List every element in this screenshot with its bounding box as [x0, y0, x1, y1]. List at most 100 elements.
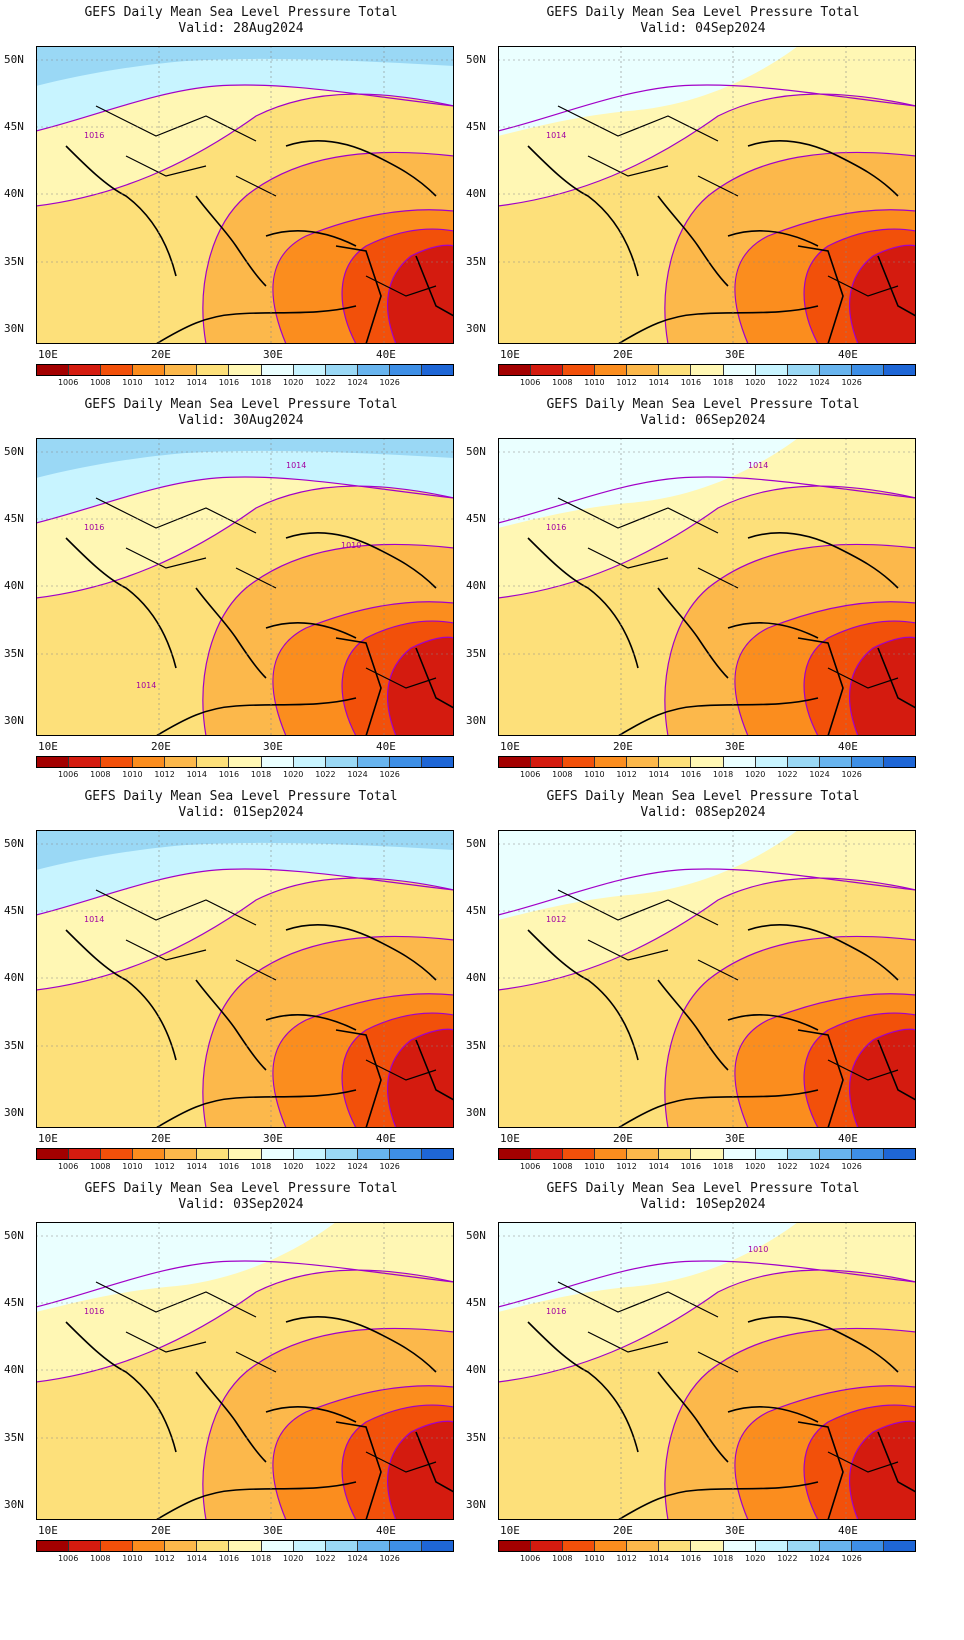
latitude-label: 40N	[466, 971, 486, 984]
colorbar-label: 1024	[809, 1162, 830, 1171]
colorbar-label: 1008	[552, 1554, 573, 1563]
longitude-label: 40E	[838, 348, 858, 361]
isobar	[386, 636, 454, 736]
longitude-label: 40E	[838, 1524, 858, 1537]
colorbar-label: 1024	[347, 1554, 368, 1563]
panel-valid-date: Valid: 03Sep2024	[178, 1197, 304, 1212]
colorbar-swatch	[691, 1541, 724, 1551]
colorbar-swatch	[261, 1541, 294, 1551]
colorbar-swatch	[229, 365, 262, 375]
longitude-label: 20E	[151, 740, 171, 753]
panel-title: GEFS Daily Mean Sea Level Pressure Total	[546, 5, 860, 20]
latitude-label: 35N	[466, 255, 486, 268]
latitude-label: 45N	[4, 904, 24, 917]
isobar	[498, 476, 916, 524]
colorbar-swatch	[357, 1541, 390, 1551]
borders	[557, 889, 899, 1081]
longitude-label: 40E	[838, 1132, 858, 1145]
longitude-label: 20E	[613, 740, 633, 753]
latitude-label: 30N	[466, 1106, 486, 1119]
colorbar	[36, 1540, 454, 1552]
colorbar-label: 1018	[250, 770, 272, 779]
colorbar-label: 1024	[809, 1554, 830, 1563]
pressure-map: 1016	[36, 46, 454, 344]
borders	[557, 105, 899, 297]
longitude-label: 30E	[263, 1132, 283, 1145]
isobar	[341, 620, 454, 736]
longitude-label: 20E	[613, 1524, 633, 1537]
colorbar-swatch	[165, 1149, 198, 1159]
map-panel: GEFS Daily Mean Sea Level Pressure Total…	[462, 392, 944, 802]
isobar-label: 1010	[341, 541, 361, 550]
longitude-label: 30E	[725, 1132, 745, 1145]
colorbar-swatch	[563, 1541, 596, 1551]
colorbar-label: 1008	[552, 1162, 573, 1171]
colorbar-label: 1026	[379, 378, 400, 387]
panel-title: GEFS Daily Mean Sea Level Pressure Total	[84, 789, 398, 804]
colorbar-swatch	[69, 1541, 102, 1551]
colorbar-label: 1020	[745, 378, 766, 387]
colorbar-swatch	[787, 757, 820, 767]
colorbar-label: 1014	[648, 1554, 669, 1563]
latitude-label: 45N	[466, 120, 486, 133]
colorbar-swatch	[325, 757, 358, 767]
colorbar-swatch	[851, 365, 884, 375]
colorbar-swatch	[133, 365, 166, 375]
colorbar-swatch	[659, 757, 692, 767]
colorbar-swatch	[69, 757, 102, 767]
colorbar-swatch	[723, 1149, 756, 1159]
colorbar-label: 1010	[122, 1554, 143, 1563]
coastline	[527, 1316, 916, 1520]
longitude-label: 30E	[263, 1524, 283, 1537]
colorbar	[498, 1540, 916, 1552]
colorbar-swatch	[531, 1541, 564, 1551]
latitude-label: 40N	[466, 1363, 486, 1376]
colorbar-swatch	[197, 1541, 230, 1551]
colorbar-swatch	[357, 757, 390, 767]
colorbar-label: 1014	[186, 378, 207, 387]
colorbar-label: 1006	[519, 1554, 541, 1563]
colorbar-swatch	[389, 1149, 422, 1159]
colorbar-label: 1016	[218, 1554, 240, 1563]
isobar	[341, 1012, 454, 1128]
isobar	[36, 93, 454, 207]
colorbar-swatch	[819, 757, 852, 767]
latitude-label: 30N	[4, 1106, 24, 1119]
colorbar-label: 1018	[712, 378, 734, 387]
isobar-label: 1016	[546, 523, 566, 532]
latitude-label: 50N	[466, 837, 486, 850]
isobar	[36, 476, 454, 524]
colorbar-swatch	[883, 757, 916, 767]
colorbar-label: 1022	[315, 378, 336, 387]
colorbar-swatch	[883, 1541, 916, 1551]
isobar	[498, 868, 916, 916]
map-panel: GEFS Daily Mean Sea Level Pressure Total…	[462, 784, 944, 1194]
isobar	[848, 1420, 916, 1520]
latitude-label: 50N	[466, 53, 486, 66]
latitude-label: 50N	[4, 1229, 24, 1242]
pressure-map: 1016 1010	[498, 1222, 916, 1520]
panel-title: GEFS Daily Mean Sea Level Pressure Total	[546, 789, 860, 804]
colorbar-swatch	[563, 365, 596, 375]
longitude-label: 40E	[376, 1524, 396, 1537]
isobar	[341, 228, 454, 344]
latitude-label: 30N	[4, 1498, 24, 1511]
colorbar-label: 1014	[186, 1554, 207, 1563]
colorbar-label: 1024	[809, 770, 830, 779]
isobar	[202, 151, 454, 344]
longitude-label: 10E	[38, 1524, 58, 1537]
colorbar-label: 1020	[283, 1162, 304, 1171]
panel-title: GEFS Daily Mean Sea Level Pressure Total	[84, 1181, 398, 1196]
colorbar-swatch	[755, 365, 788, 375]
isobar	[664, 1327, 916, 1520]
isobar	[36, 1269, 454, 1383]
colorbar-swatch	[357, 1149, 390, 1159]
isobar-label: 1014	[546, 131, 566, 140]
colorbar-swatch	[229, 1149, 262, 1159]
colorbar-label: 1020	[745, 1162, 766, 1171]
colorbar-swatch	[787, 1149, 820, 1159]
latitude-label: 45N	[466, 1296, 486, 1309]
isobar-label: 1014	[286, 461, 306, 470]
colorbar-label: 1016	[680, 1554, 702, 1563]
colorbar-label: 1010	[584, 1554, 605, 1563]
